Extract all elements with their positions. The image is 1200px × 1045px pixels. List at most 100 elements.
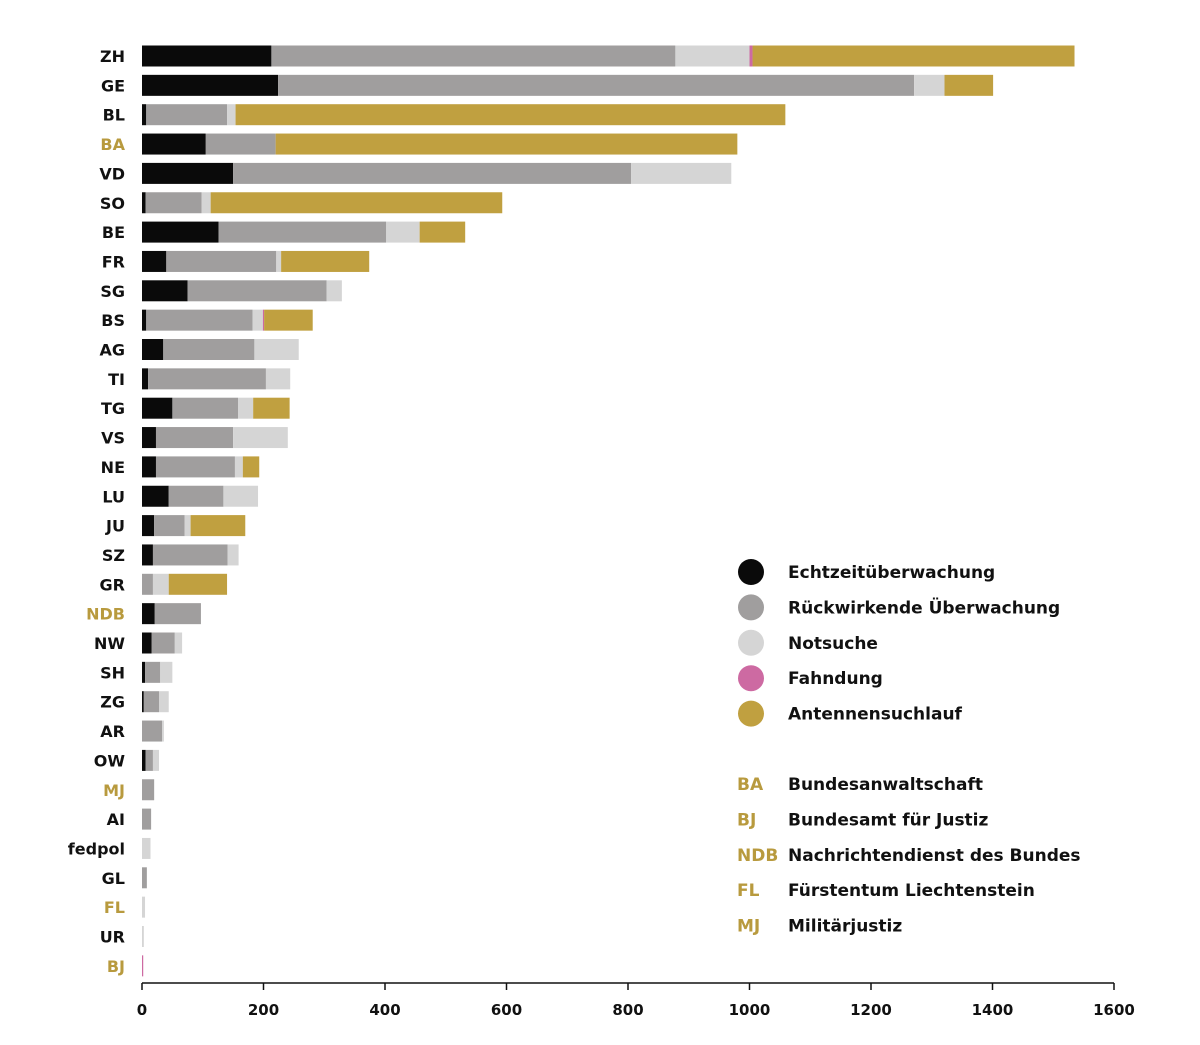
x-tick-label: 800	[612, 1001, 643, 1019]
bar-segment-ju-1	[142, 515, 155, 537]
bar-segment-ai-2	[142, 808, 152, 830]
bar-segment-tg-1	[142, 397, 173, 419]
category-label: NW	[94, 634, 125, 653]
category-labels: ZH GE BL BA VD SO BE FR SG BS AG TI TG VS NE LU JU SZ GR ND…	[68, 47, 126, 976]
bar-segment-ge-3	[914, 74, 945, 96]
bar-segment-vd-2	[233, 162, 632, 184]
bar-segment-ne-5	[242, 456, 260, 478]
bar-segment-ba-2	[205, 133, 276, 155]
category-label: NDB	[86, 605, 125, 624]
legend-label: Rückwirkende Überwachung	[788, 596, 1060, 618]
bar-segment-tg-5	[253, 397, 290, 419]
legend-swatch-3	[738, 629, 764, 656]
bar-segment-tg-3	[237, 397, 254, 419]
bar-segment-zh-3	[675, 45, 750, 67]
abbreviation-label: Militärjustiz	[788, 917, 902, 937]
legend-swatch-1	[738, 559, 764, 585]
category-label: FL	[104, 898, 125, 917]
category-label: BA	[100, 135, 125, 154]
bar-segment-fl-3	[142, 896, 146, 918]
category-label: UR	[100, 928, 125, 947]
bar-segment-sz-3	[227, 544, 239, 566]
bar-segment-ow-1	[142, 749, 146, 771]
category-label: OW	[94, 751, 126, 770]
legend-swatch-2	[738, 594, 764, 621]
bar-segment-ne-3	[234, 456, 243, 478]
abbreviation-legend: BA Bundesanwaltschaft BJ Bundesamt für Just…	[737, 775, 1081, 937]
legend-label: Antennensuchlauf	[788, 705, 963, 725]
bar-segment-so-3	[201, 192, 211, 214]
category-label: SG	[100, 282, 125, 301]
category-label: JU	[105, 517, 125, 536]
category-label: TI	[108, 370, 125, 389]
bar-segment-so-2	[145, 192, 202, 214]
x-tick-label: 0	[137, 1001, 147, 1019]
bar-segment-ge-2	[278, 74, 915, 96]
bar-segment-bs-1	[142, 309, 147, 331]
bar-segment-ag-3	[254, 339, 299, 360]
bar-segment-zg-2	[143, 691, 160, 713]
category-label: GR	[100, 575, 125, 594]
category-label: TG	[101, 399, 125, 418]
bar-segment-vd-3	[631, 162, 732, 184]
abbreviation-label: Bundesamt für Justiz	[788, 810, 989, 830]
bar-segment-ti-1	[142, 368, 149, 390]
bar-segment-be-3	[386, 221, 420, 243]
x-tick-label: 1400	[972, 1001, 1014, 1019]
category-label: SH	[100, 663, 125, 682]
bar-segment-ba-1	[142, 133, 206, 155]
bar-segment-vs-2	[155, 427, 234, 449]
bar-segment-sh-3	[160, 661, 173, 683]
category-label: GL	[102, 869, 125, 888]
bar-segment-ar-2	[142, 720, 163, 742]
category-label: BJ	[107, 957, 125, 976]
bar-segment-bl-5	[235, 104, 786, 126]
bar-segment-vs-3	[233, 427, 288, 449]
bar-segment-ur-3	[142, 926, 144, 947]
bar-segment-so-5	[210, 192, 503, 214]
bar-segment-mj-2	[142, 779, 155, 801]
abbreviation-code: BA	[737, 775, 764, 795]
bar-segment-be-5	[419, 221, 466, 243]
bar-segment-lu-1	[142, 485, 169, 507]
bar-segment-zh-2	[271, 45, 676, 67]
abbreviation-code: BJ	[737, 810, 756, 830]
bar-segment-ar-3	[162, 720, 164, 742]
bars-layer	[142, 45, 1075, 977]
bar-segment-ge-5	[944, 74, 994, 96]
bar-segment-ag-2	[163, 339, 255, 360]
bar-segment-ne-1	[142, 456, 156, 478]
x-tick-label: 1600	[1093, 1001, 1135, 1019]
bar-segment-sh-2	[145, 661, 161, 683]
bar-segment-fr-1	[142, 250, 167, 272]
bar-segment-ow-2	[145, 749, 153, 771]
bar-segment-zh-4	[749, 45, 753, 67]
category-label: AR	[100, 722, 125, 741]
legend-label: Echtzeitüberwachung	[788, 563, 995, 583]
bar-segment-gl-2	[142, 867, 147, 889]
bar-segment-fedpol-3	[142, 837, 151, 859]
category-label: GE	[101, 76, 125, 95]
bar-segment-ju-2	[154, 515, 185, 537]
bar-segment-ag-1	[142, 339, 164, 360]
category-label: NE	[101, 458, 125, 477]
bar-segment-be-1	[142, 221, 219, 243]
category-label: AI	[107, 810, 125, 829]
legend-label: Fahndung	[788, 669, 883, 689]
x-tick-label: 1000	[729, 1001, 771, 1019]
bar-segment-ne-2	[155, 456, 235, 478]
x-tick-label: 600	[491, 1001, 522, 1019]
category-label: fedpol	[68, 839, 125, 858]
legend: Echtzeitüberwachung Rückwirkende Überwach…	[738, 559, 1060, 727]
category-label: BS	[101, 311, 125, 330]
x-axis: 0 200 400 600 800 1000 1200 1400 1600	[137, 982, 1135, 1019]
bar-segment-zh-5	[752, 45, 1075, 67]
bar-segment-bj-4	[142, 955, 144, 977]
legend-swatch-4	[738, 665, 764, 692]
abbreviation-label: Nachrichtendienst des Bundes	[788, 846, 1081, 866]
bar-segment-bl-1	[142, 104, 147, 126]
bar-segment-fr-5	[281, 250, 370, 272]
x-tick-label: 400	[369, 1001, 400, 1019]
bar-segment-sg-3	[326, 280, 342, 302]
abbreviation-code: NDB	[737, 846, 778, 866]
